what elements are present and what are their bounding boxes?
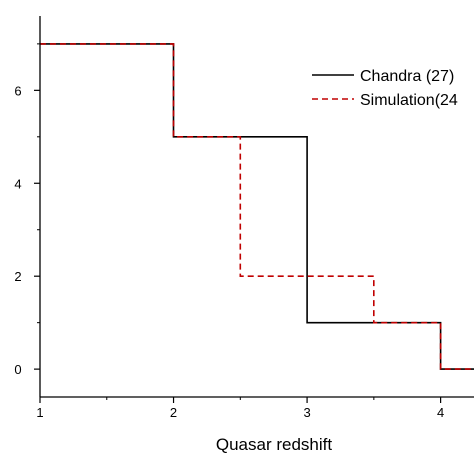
series-line-1: [40, 43, 474, 370]
legend: Chandra (27) Simulation(24: [312, 68, 458, 109]
legend-label-1: Chandra (27): [360, 68, 454, 85]
y-tick-label: 6: [14, 83, 21, 98]
y-tick-label: 0: [14, 362, 21, 377]
series-line-2: [40, 43, 474, 370]
x-tick-label: 3: [303, 405, 310, 420]
x-tick-label: 2: [170, 405, 177, 420]
axes-layer: [39, 16, 474, 398]
series-layer: [40, 43, 474, 370]
x-tick-label: 1: [36, 405, 43, 420]
y-tick-label: 4: [14, 176, 21, 191]
y-tick-label: 2: [14, 269, 21, 284]
ticks-layer: 1 2 3 4 0 2 4 6: [14, 43, 444, 420]
x-axis-title: Quasar redshift: [216, 435, 332, 454]
legend-label-2: Simulation(24: [360, 92, 458, 109]
x-tick-label: 4: [437, 405, 444, 420]
